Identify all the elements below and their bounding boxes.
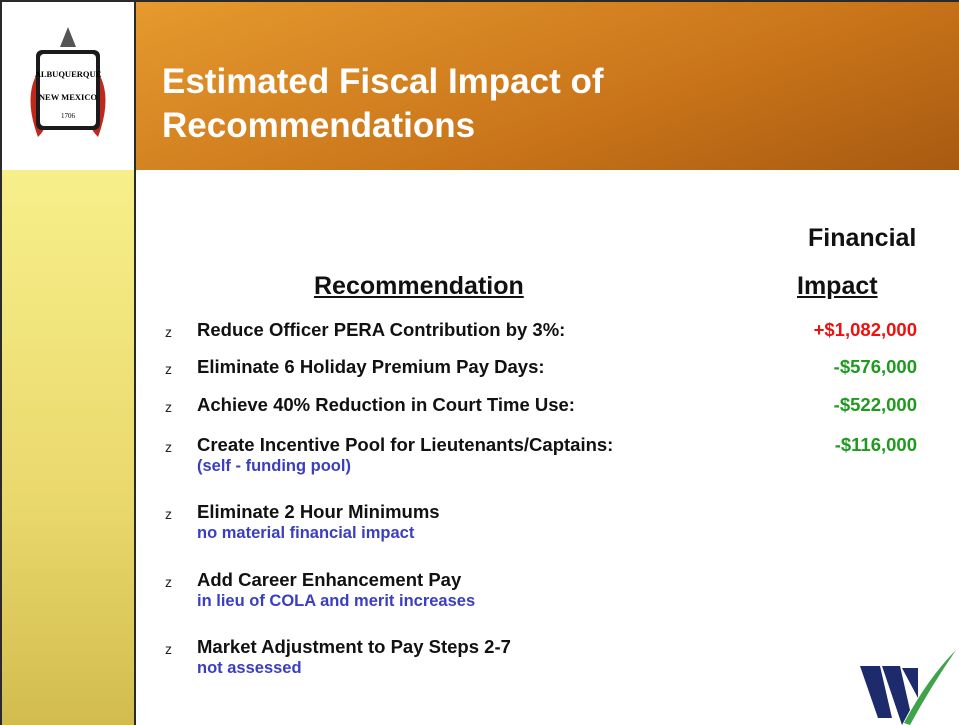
financial-impact: -$576,000 [833,356,917,377]
bullet: z [165,361,172,377]
recommendation: Create Incentive Pool for Lieutenants/Ca… [197,434,614,455]
side-strip [0,170,134,725]
border [0,0,959,2]
recommendation: Eliminate 6 Holiday Premium Pay Days: [197,356,545,377]
slide-title: Estimated Fiscal Impact of [162,62,604,101]
bullet: z [165,574,172,590]
bullet: z [165,641,172,657]
recommendation-header: Recommendation [314,272,524,300]
bullet: z [165,399,172,415]
recommendation-note: in lieu of COLA and merit increases [197,592,476,610]
logo-text: NEW MEXICO [39,92,98,102]
logo-text: ALBUQUERQUE [35,69,102,79]
firm-logo [860,650,956,725]
slide-title: Recommendations [162,106,476,145]
banner [136,0,959,170]
financial-impact: +$1,082,000 [813,319,917,340]
recommendation: Eliminate 2 Hour Minimums [197,501,440,522]
recommendation: Reduce Officer PERA Contribution by 3%: [197,319,566,340]
recommendation-note: (self - funding pool) [197,457,351,475]
divider [134,0,136,725]
recommendation: Achieve 40% Reduction in Court Time Use: [197,394,575,415]
financial-impact: -$522,000 [833,394,917,415]
recommendation-note: not assessed [197,659,302,677]
logo-text: 1706 [61,112,76,120]
city-logo: ALBUQUERQUE NEW MEXICO 1706 [30,27,106,137]
impact-header: Financial [808,224,917,252]
recommendation: Market Adjustment to Pay Steps 2-7 [197,636,511,657]
recommendation: Add Career Enhancement Pay [197,569,462,590]
border [0,0,2,725]
bullet: z [165,439,172,455]
bullet: z [165,506,172,522]
financial-impact: -$116,000 [834,434,917,455]
bullet: z [165,324,172,340]
impact-header: Impact [797,272,878,300]
recommendation-note: no material financial impact [197,524,415,542]
